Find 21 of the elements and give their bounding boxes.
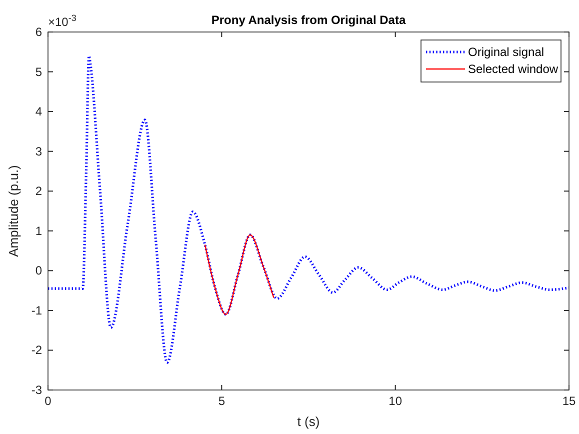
x-tick-label: 15 [562, 394, 576, 408]
x-tick-label: 10 [388, 394, 402, 408]
y-tick-label: 4 [35, 104, 42, 119]
y-tick-label: -3 [31, 383, 42, 397]
y-tick-label: 0 [35, 264, 42, 278]
x-tick-label: 5 [218, 394, 226, 408]
y-tick-label: 3 [35, 144, 42, 158]
y-tick-label: -2 [31, 343, 42, 358]
legend-label: Selected window [468, 62, 558, 76]
chart-title: Prony Analysis from Original Data [211, 13, 406, 27]
x-axis-title: t (s) [297, 414, 320, 429]
x-tick-label: 0 [44, 394, 52, 408]
y-axis-title: Amplitude (p.u.) [6, 165, 21, 257]
y-tick-label: -1 [31, 303, 42, 318]
y-tick-label: 5 [35, 64, 42, 79]
legend-label: Original signal [468, 45, 544, 59]
line-series [204, 234, 274, 316]
y-tick-label: 6 [35, 25, 42, 39]
y-tick-label: 1 [35, 224, 42, 238]
y-tick-label: 2 [35, 184, 42, 198]
text: ×10$^{-3}$ [48, 13, 76, 29]
